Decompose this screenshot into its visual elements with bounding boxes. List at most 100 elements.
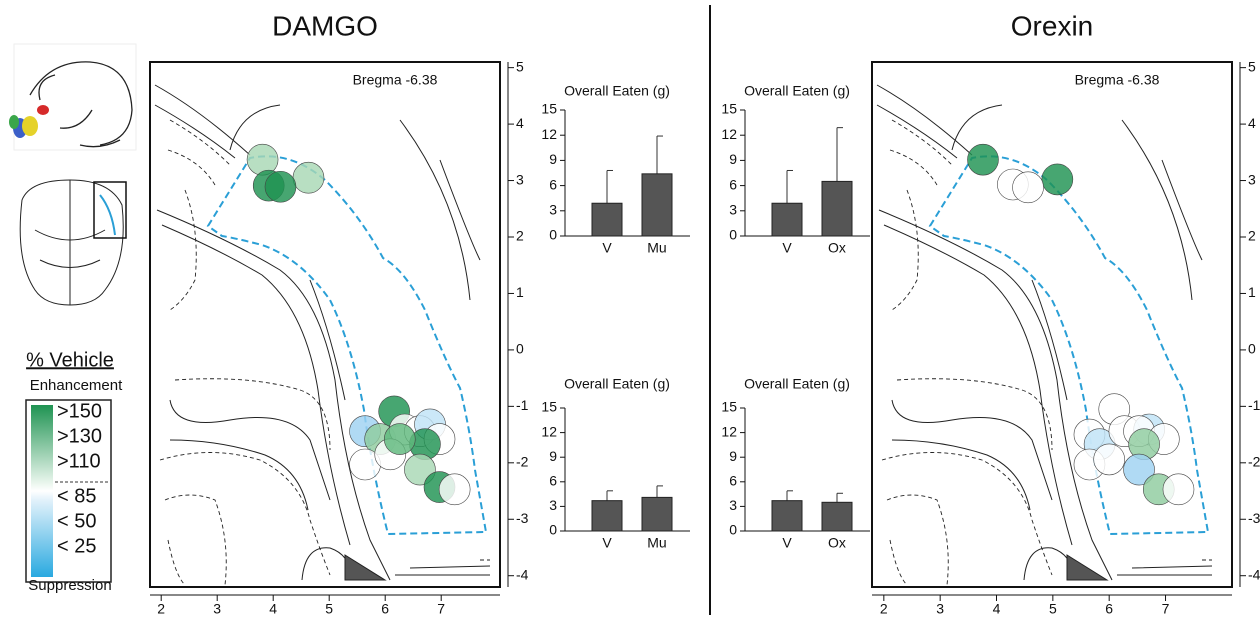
legend-title: % Vehicle (26, 349, 114, 371)
x-tick-label: 7 (437, 601, 445, 617)
x-tick-label: 3 (213, 601, 221, 617)
legend-item: >150 (57, 400, 102, 422)
y-tick-label: 3 (516, 171, 524, 187)
panel-title: Orexin (1011, 10, 1093, 41)
y-tick-label: 0 (1248, 341, 1256, 357)
bar-title: Overall Eaten (g) (744, 83, 850, 99)
y-tick-label: -4 (516, 566, 529, 582)
y-tick-label: 6 (729, 176, 737, 192)
y-tick-label: -3 (1248, 510, 1260, 526)
y-tick-label: 3 (1248, 171, 1256, 187)
map-frame (872, 62, 1232, 587)
bar-title: Overall Eaten (g) (564, 376, 670, 392)
y-tick-label: 0 (729, 227, 737, 243)
y-tick-label: 3 (729, 497, 737, 513)
y-tick-label: 2 (516, 228, 524, 244)
y-tick-label: 5 (516, 58, 524, 74)
site (1013, 172, 1044, 203)
y-tick-label: 15 (721, 101, 737, 117)
legend-gradient (31, 405, 53, 577)
site (265, 171, 296, 202)
bar-title: Overall Eaten (g) (564, 83, 670, 99)
y-tick-label: 2 (1248, 228, 1256, 244)
bar-title: Overall Eaten (g) (744, 376, 850, 392)
y-tick-label: 15 (721, 399, 737, 415)
y-tick-label: -2 (1248, 454, 1260, 470)
anatomy-left (155, 85, 490, 585)
x-tick-label: 6 (381, 601, 389, 617)
x-tick-label: 2 (157, 601, 165, 617)
y-tick-label: 3 (729, 202, 737, 218)
y-tick-label: 15 (541, 399, 557, 415)
x-tick-label: Ox (828, 535, 846, 551)
bar (772, 203, 802, 236)
legend-suppression: Suppression (28, 577, 111, 594)
y-tick-label: -1 (516, 397, 529, 413)
y-tick-label: -2 (516, 454, 529, 470)
y-tick-label: 12 (721, 423, 737, 439)
site (967, 144, 998, 175)
x-tick-label: 3 (936, 601, 944, 617)
legend-item: < 50 (57, 510, 96, 532)
x-tick-label: 5 (325, 601, 333, 617)
legend-item: >130 (57, 425, 102, 447)
x-tick-label: Mu (647, 240, 666, 256)
x-tick-label: V (782, 535, 792, 551)
x-tick-label: 7 (1162, 601, 1170, 617)
y-tick-label: 6 (549, 473, 557, 489)
y-tick-label: 1 (1248, 284, 1256, 300)
x-tick-label: V (782, 240, 792, 256)
bar (642, 174, 672, 236)
y-tick-label: 12 (541, 126, 557, 142)
rat-icon (9, 44, 136, 150)
site (1163, 474, 1194, 505)
x-tick-label: Ox (828, 240, 846, 256)
site (1094, 444, 1125, 475)
y-tick-label: 6 (729, 473, 737, 489)
site (293, 162, 324, 193)
bar (642, 497, 672, 531)
legend-item: < 25 (57, 535, 96, 557)
y-tick-label: 0 (549, 522, 557, 538)
y-tick-label: 0 (516, 341, 524, 357)
y-tick-label: 4 (516, 115, 524, 131)
y-tick-label: 9 (729, 151, 737, 167)
y-tick-label: 5 (1248, 58, 1256, 74)
panel-title: DAMGO (272, 10, 378, 41)
bar (822, 502, 852, 531)
bar (772, 501, 802, 531)
y-tick-label: 3 (549, 202, 557, 218)
y-tick-label: 9 (549, 448, 557, 464)
y-tick-label: -4 (1248, 566, 1260, 582)
y-tick-label: 1 (516, 284, 524, 300)
annotation: Bregma -6.38 (353, 72, 438, 88)
anatomy-right (877, 85, 1212, 585)
site (384, 424, 415, 455)
y-tick-label: 4 (1248, 115, 1256, 131)
y-tick-label: 0 (729, 522, 737, 538)
bar (822, 181, 852, 236)
y-tick-label: 9 (549, 151, 557, 167)
y-tick-label: 0 (549, 227, 557, 243)
y-tick-label: 15 (541, 101, 557, 117)
x-tick-label: 4 (993, 601, 1001, 617)
legend-enhancement: Enhancement (30, 377, 123, 394)
x-tick-label: 2 (880, 601, 888, 617)
site (1042, 164, 1073, 195)
brain-icon (20, 180, 126, 305)
annotation: Bregma -6.38 (1075, 72, 1160, 88)
bar (592, 203, 622, 236)
x-tick-label: Mu (647, 535, 666, 551)
y-tick-label: -1 (1248, 397, 1260, 413)
y-tick-label: 3 (549, 497, 557, 513)
y-tick-label: 12 (721, 126, 737, 142)
x-tick-label: 4 (269, 601, 277, 617)
y-tick-label: 6 (549, 176, 557, 192)
figure: % Vehicle Enhancement Suppression >150 >1… (0, 0, 1260, 621)
site (247, 144, 278, 175)
bar (592, 501, 622, 531)
site (439, 474, 470, 505)
x-tick-label: V (602, 240, 612, 256)
x-tick-label: 5 (1049, 601, 1057, 617)
legend-item: >110 (57, 450, 101, 472)
